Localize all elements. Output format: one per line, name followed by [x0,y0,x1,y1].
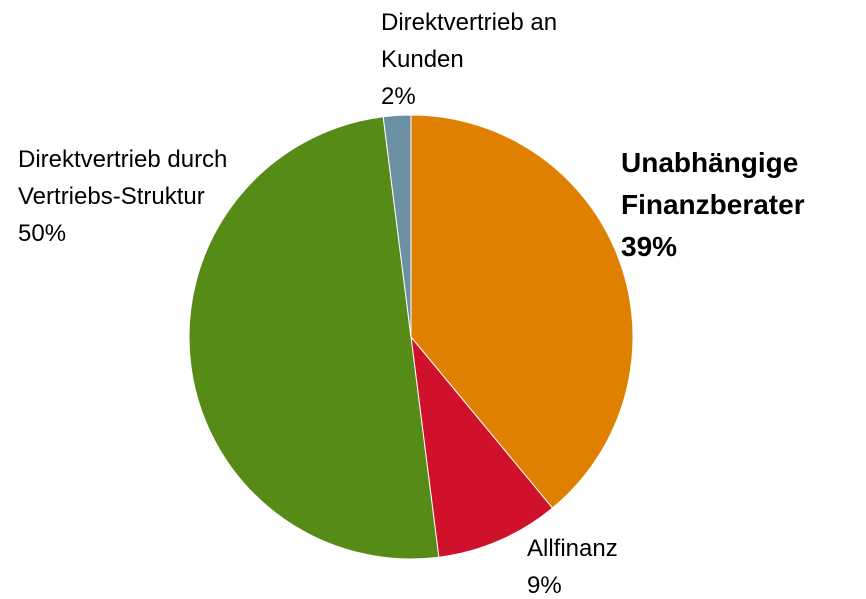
pie-slice [188,116,440,560]
slice-label: Unabhängige Finanzberater 39% [621,142,866,268]
value-label: 39% [621,231,678,262]
slice-label: Direktvertrieb durch Vertriebs-Struktur 5… [18,141,250,252]
category-label: Direktvertrieb durch Vertriebs-Struktur [18,146,228,210]
pie-slice [382,114,412,338]
category-label: Allfinanz [527,535,618,562]
slice-label: Direktvertrieb an Kunden 2% [381,4,581,115]
slice-label: Allfinanz 9% [527,530,727,599]
pie-slice [410,114,634,509]
category-label: Unabhängige Finanzberater [621,147,805,220]
value-label: 9% [527,572,562,599]
category-label: Direktvertrieb an Kunden [381,9,558,73]
value-label: 50% [18,220,67,247]
pie-slice [410,335,554,558]
value-label: 2% [381,83,416,110]
